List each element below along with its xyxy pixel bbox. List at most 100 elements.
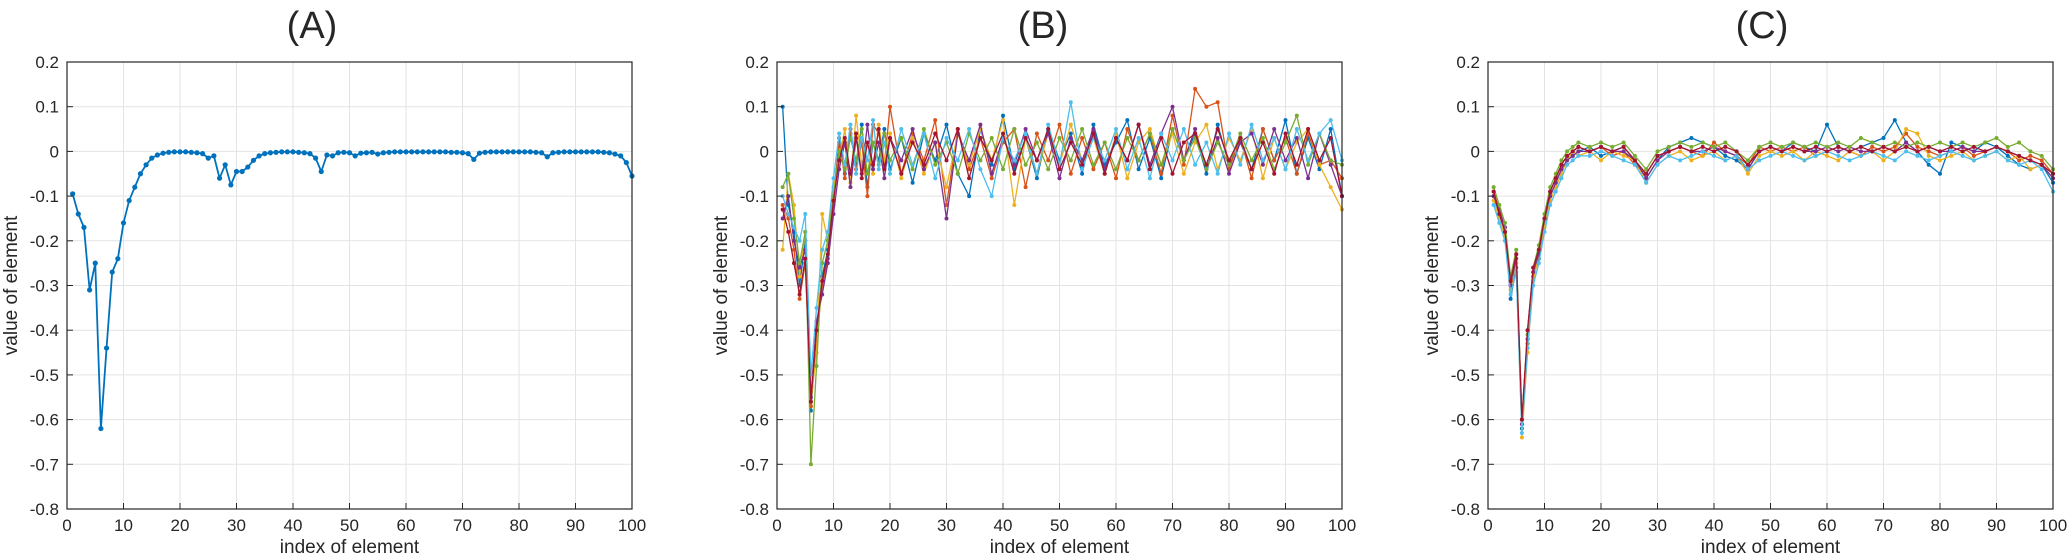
data-point xyxy=(1023,135,1028,140)
data-point xyxy=(1306,176,1311,181)
data-point xyxy=(471,156,477,163)
data-point xyxy=(1768,149,1773,154)
data-point xyxy=(318,168,324,175)
x-tick-label: 90 xyxy=(1987,516,2006,535)
data-point xyxy=(1559,162,1564,167)
series-group-b xyxy=(780,86,1344,467)
data-point xyxy=(1587,149,1592,154)
data-point xyxy=(1938,153,1942,158)
data-point xyxy=(1080,162,1085,167)
data-point xyxy=(454,149,460,155)
data-point xyxy=(842,135,847,140)
data-point xyxy=(1915,153,1920,158)
data-point xyxy=(505,149,511,155)
data-point xyxy=(1502,229,1507,234)
data-point xyxy=(967,158,972,163)
data-point xyxy=(1813,140,1818,145)
data-point xyxy=(1565,158,1570,163)
data-point xyxy=(572,149,579,155)
data-point xyxy=(1125,167,1130,172)
x-tick-label: 80 xyxy=(1220,516,1239,535)
data-point xyxy=(1204,162,1209,167)
data-point xyxy=(1114,167,1118,172)
data-point xyxy=(814,305,819,310)
data-point xyxy=(1723,140,1728,145)
series-line-a-1 xyxy=(71,150,633,430)
data-point xyxy=(279,149,285,155)
series-line-b-2 xyxy=(782,88,1343,407)
data-point xyxy=(1181,162,1186,167)
data-point xyxy=(1870,149,1875,154)
y-tick-label: -0.3 xyxy=(740,277,769,296)
data-point xyxy=(2017,162,2022,167)
data-point xyxy=(871,167,876,172)
y-tick-label: -0.2 xyxy=(1451,232,1480,251)
data-point xyxy=(978,158,983,163)
data-point xyxy=(584,149,590,155)
data-point xyxy=(380,150,386,156)
data-point xyxy=(612,151,618,157)
data-point xyxy=(1610,149,1615,154)
data-point xyxy=(1757,153,1762,158)
data-point xyxy=(786,211,791,216)
data-point xyxy=(1712,153,1716,158)
y-tick-label: 0 xyxy=(760,142,769,161)
data-point xyxy=(1136,158,1141,163)
data-point xyxy=(1994,135,1999,140)
data-point xyxy=(859,127,864,132)
data-point xyxy=(888,171,892,176)
data-point xyxy=(109,269,115,275)
data-point xyxy=(1147,176,1152,181)
data-point xyxy=(921,171,926,176)
data-point xyxy=(132,184,138,190)
x-tick-label: 100 xyxy=(2039,516,2067,535)
data-point xyxy=(459,150,466,156)
data-point xyxy=(1825,149,1829,154)
data-point xyxy=(1892,149,1897,154)
data-point xyxy=(154,152,160,158)
data-point xyxy=(859,122,864,127)
data-point xyxy=(1238,135,1243,140)
data-point xyxy=(1001,113,1005,118)
data-point xyxy=(1576,153,1581,158)
x-tick-label: 20 xyxy=(171,516,190,535)
data-point xyxy=(1204,122,1209,127)
data-point xyxy=(1745,162,1750,167)
data-point xyxy=(1836,144,1841,149)
data-point xyxy=(1034,140,1039,145)
data-point xyxy=(1926,144,1931,149)
data-point xyxy=(1655,149,1660,154)
data-point xyxy=(1570,144,1575,149)
data-point xyxy=(1949,153,1954,158)
data-point xyxy=(1249,176,1254,181)
data-point xyxy=(1114,135,1118,140)
data-point xyxy=(1531,265,1536,270)
data-point xyxy=(1599,149,1603,154)
data-point xyxy=(1938,171,1942,176)
data-point xyxy=(1745,171,1750,176)
data-point xyxy=(888,135,892,140)
data-point xyxy=(482,149,488,155)
data-point xyxy=(1915,140,1920,145)
data-point xyxy=(1260,176,1265,181)
data-point xyxy=(341,149,347,155)
data-point xyxy=(1599,144,1603,149)
y-tick-label: 0.2 xyxy=(745,53,769,72)
data-point xyxy=(865,194,870,199)
data-point xyxy=(1294,171,1299,176)
data-point xyxy=(1519,417,1524,422)
data-point xyxy=(2028,167,2033,172)
data-point xyxy=(797,261,802,266)
data-point xyxy=(1587,144,1592,149)
data-point xyxy=(1023,127,1028,132)
data-point xyxy=(989,194,994,199)
data-point xyxy=(1249,158,1254,163)
data-point xyxy=(978,167,983,172)
data-point xyxy=(561,149,567,155)
data-point xyxy=(899,171,904,176)
data-point xyxy=(1892,118,1897,123)
data-point xyxy=(944,122,949,127)
data-point xyxy=(1779,149,1784,154)
data-point xyxy=(1497,211,1502,216)
x-tick-label: 60 xyxy=(1818,516,1837,535)
